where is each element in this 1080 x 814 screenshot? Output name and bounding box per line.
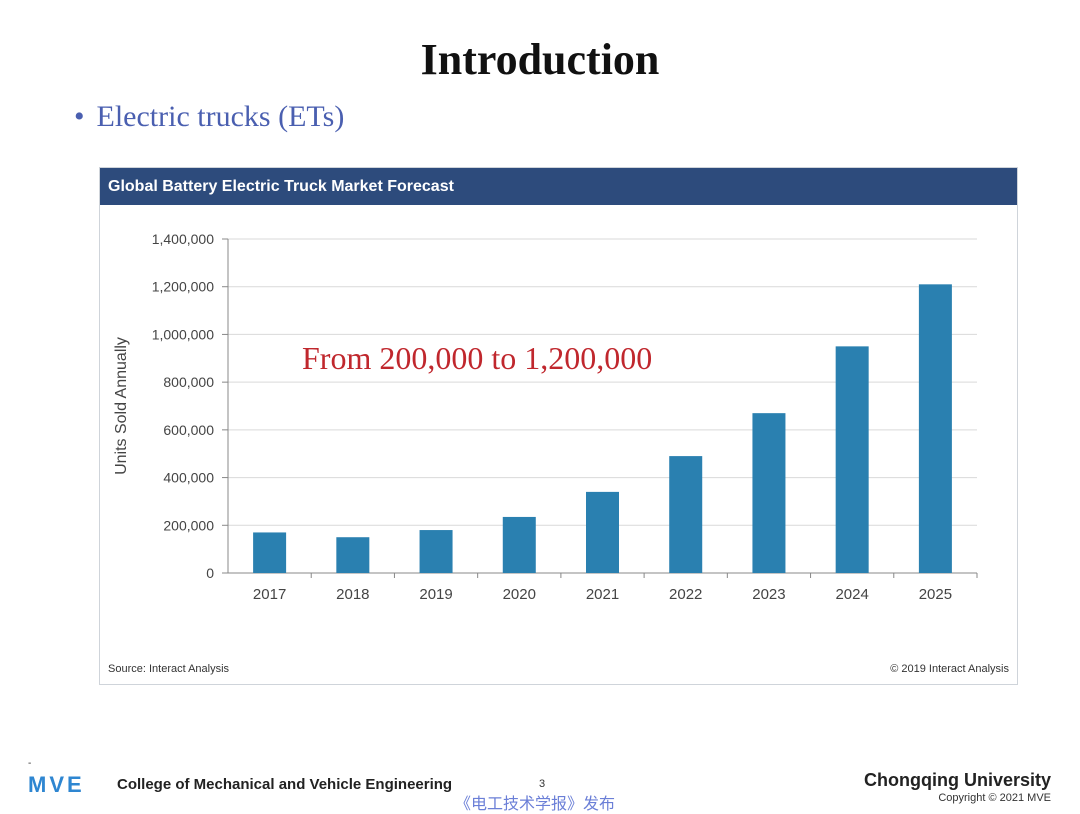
bar-2020: [502, 516, 536, 573]
slide-title: Introduction: [420, 35, 660, 84]
footer-copyright: Copyright © 2021 MVE: [938, 792, 1051, 804]
y-tick-label: 1,000,000: [152, 326, 214, 342]
y-tick-label: 1,400,000: [152, 231, 214, 247]
x-tick-label: 2025: [919, 586, 952, 603]
page-number: 3: [539, 778, 546, 790]
chart-panel: Global Battery Electric Truck Market For…: [99, 167, 1018, 685]
slide-footer: - MVE College of Mechanical and Vehicle …: [0, 758, 1080, 813]
forecast-annotation: From 200,000 to 1,200,000: [302, 340, 653, 376]
bar-2022: [669, 456, 703, 573]
bar-chart: 0 200,000 400,000 600,000 800,000 1,000,000 1,…: [113, 231, 978, 603]
publisher-watermark: 《电工技术学报》发布: [455, 796, 616, 813]
bullet-item: • Electric trucks (ETs): [74, 100, 344, 134]
bullet-text: Electric trucks (ETs): [96, 100, 345, 133]
chart-source: Source: Interact Analysis: [108, 663, 230, 675]
y-tick-label: 800,000: [163, 374, 214, 390]
x-tick-label: 2021: [586, 586, 619, 603]
x-tick-label: 2020: [503, 586, 536, 603]
bar-2018: [336, 537, 370, 573]
bar-2017: [253, 532, 287, 573]
y-tick-label: 400,000: [163, 470, 214, 486]
university-name: Chongqing University: [863, 770, 1051, 790]
mve-logo: MVE: [28, 772, 85, 797]
bullet-dot: •: [74, 100, 85, 133]
y-tick-label: 200,000: [163, 517, 214, 533]
bar-2021: [586, 491, 619, 573]
x-tick-label: 2018: [336, 586, 369, 603]
bar-2024: [835, 346, 869, 573]
bar-2023: [752, 413, 786, 573]
y-tick-label: 0: [206, 565, 214, 581]
x-tick-label: 2023: [752, 586, 785, 603]
chart-header: Global Battery Electric Truck Market For…: [100, 168, 1017, 205]
y-tick-label: 1,200,000: [152, 279, 214, 295]
x-tick-label: 2017: [253, 586, 286, 603]
y-tick-label: 600,000: [163, 422, 214, 438]
bar-2025: [918, 284, 952, 573]
x-tick-label: 2022: [669, 586, 702, 603]
x-tick-label: 2024: [835, 586, 868, 603]
college-name: College of Mechanical and Vehicle Engine…: [117, 776, 453, 793]
chart-copyright: © 2019 Interact Analysis: [890, 663, 1009, 675]
x-tick-label: 2019: [419, 586, 452, 603]
y-axis-label: Units Sold Annually: [113, 337, 130, 475]
bar-2019: [419, 530, 453, 573]
footer-dash: -: [28, 758, 32, 769]
